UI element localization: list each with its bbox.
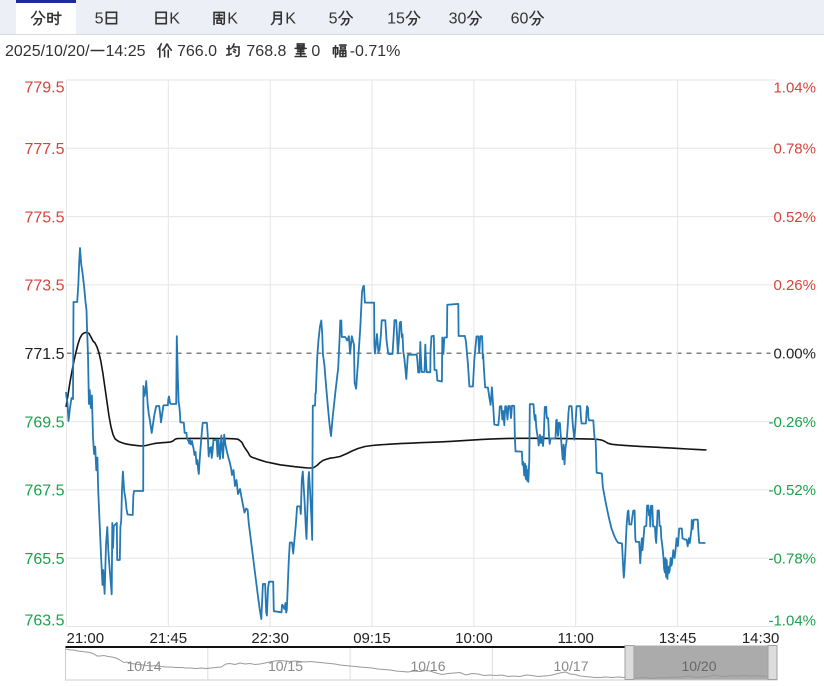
svg-text:773.5: 773.5 bbox=[24, 278, 64, 295]
svg-text:766.0: 766.0 bbox=[177, 43, 217, 60]
svg-text:30: 30 bbox=[449, 11, 467, 28]
svg-text:0.78%: 0.78% bbox=[773, 141, 816, 158]
svg-text:5: 5 bbox=[95, 11, 104, 28]
svg-text:765.5: 765.5 bbox=[24, 551, 64, 568]
svg-text:60: 60 bbox=[511, 11, 529, 28]
svg-text:11:00: 11:00 bbox=[557, 630, 593, 647]
svg-text:769.5: 769.5 bbox=[24, 414, 64, 431]
svg-text:10/14: 10/14 bbox=[126, 658, 161, 674]
svg-text:777.5: 777.5 bbox=[24, 141, 64, 158]
svg-text:21:45: 21:45 bbox=[150, 630, 188, 647]
svg-text:15: 15 bbox=[387, 11, 405, 28]
svg-text:0.52%: 0.52% bbox=[773, 209, 816, 226]
svg-text:-0.26%: -0.26% bbox=[768, 414, 816, 431]
svg-text:-0.71%: -0.71% bbox=[350, 43, 401, 60]
svg-text:0.26%: 0.26% bbox=[773, 277, 816, 294]
svg-text:10/16: 10/16 bbox=[410, 658, 445, 674]
svg-text:09:15: 09:15 bbox=[353, 630, 391, 647]
svg-text:763.5: 763.5 bbox=[24, 613, 64, 630]
svg-text:K: K bbox=[285, 11, 296, 28]
svg-text:771.5: 771.5 bbox=[24, 346, 64, 363]
svg-text:10/15: 10/15 bbox=[268, 658, 303, 674]
svg-text:22:30: 22:30 bbox=[251, 630, 289, 647]
svg-text:10:00: 10:00 bbox=[455, 630, 493, 647]
svg-text:K: K bbox=[227, 11, 238, 28]
svg-text:0: 0 bbox=[311, 43, 320, 60]
svg-text:5: 5 bbox=[329, 11, 338, 28]
svg-text:0.00%: 0.00% bbox=[773, 346, 816, 363]
svg-text:10/20: 10/20 bbox=[681, 658, 716, 674]
svg-text:K: K bbox=[169, 11, 180, 28]
svg-text:-1.04%: -1.04% bbox=[768, 612, 816, 629]
svg-text:14:25: 14:25 bbox=[106, 43, 146, 60]
svg-text:-0.52%: -0.52% bbox=[768, 482, 816, 499]
svg-text:1.04%: 1.04% bbox=[773, 79, 816, 96]
svg-text:2025/10/20/: 2025/10/20/ bbox=[5, 43, 90, 60]
svg-text:21:00: 21:00 bbox=[67, 630, 105, 647]
svg-text:10/17: 10/17 bbox=[553, 658, 588, 674]
svg-text:779.5: 779.5 bbox=[24, 80, 64, 97]
svg-text:14:30: 14:30 bbox=[742, 630, 780, 647]
svg-text:768.8: 768.8 bbox=[246, 43, 286, 60]
svg-text:767.5: 767.5 bbox=[24, 483, 64, 500]
svg-text:775.5: 775.5 bbox=[24, 209, 64, 226]
svg-text:13:45: 13:45 bbox=[659, 630, 697, 647]
svg-text:-0.78%: -0.78% bbox=[768, 551, 816, 568]
